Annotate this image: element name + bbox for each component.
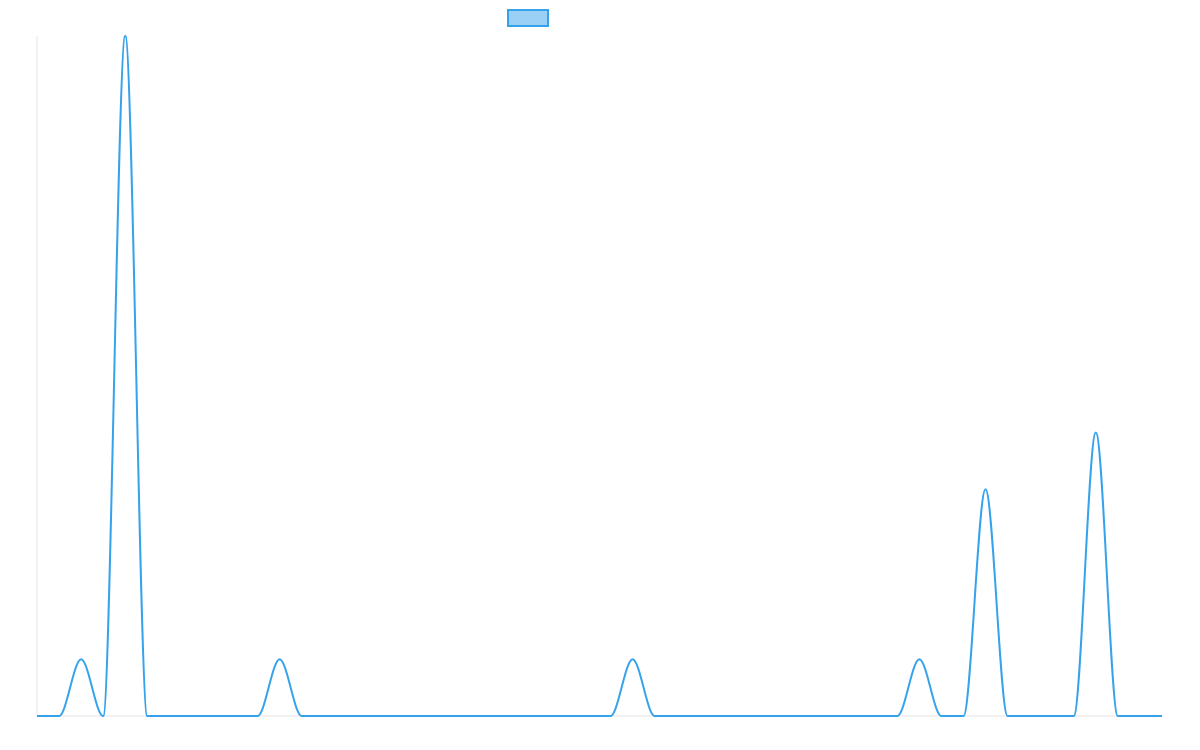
legend[interactable] xyxy=(507,9,549,27)
axes xyxy=(36,36,1162,717)
series-layer xyxy=(37,35,1162,717)
series-line-0 xyxy=(37,35,1162,717)
legend-swatch[interactable] xyxy=(507,9,549,27)
